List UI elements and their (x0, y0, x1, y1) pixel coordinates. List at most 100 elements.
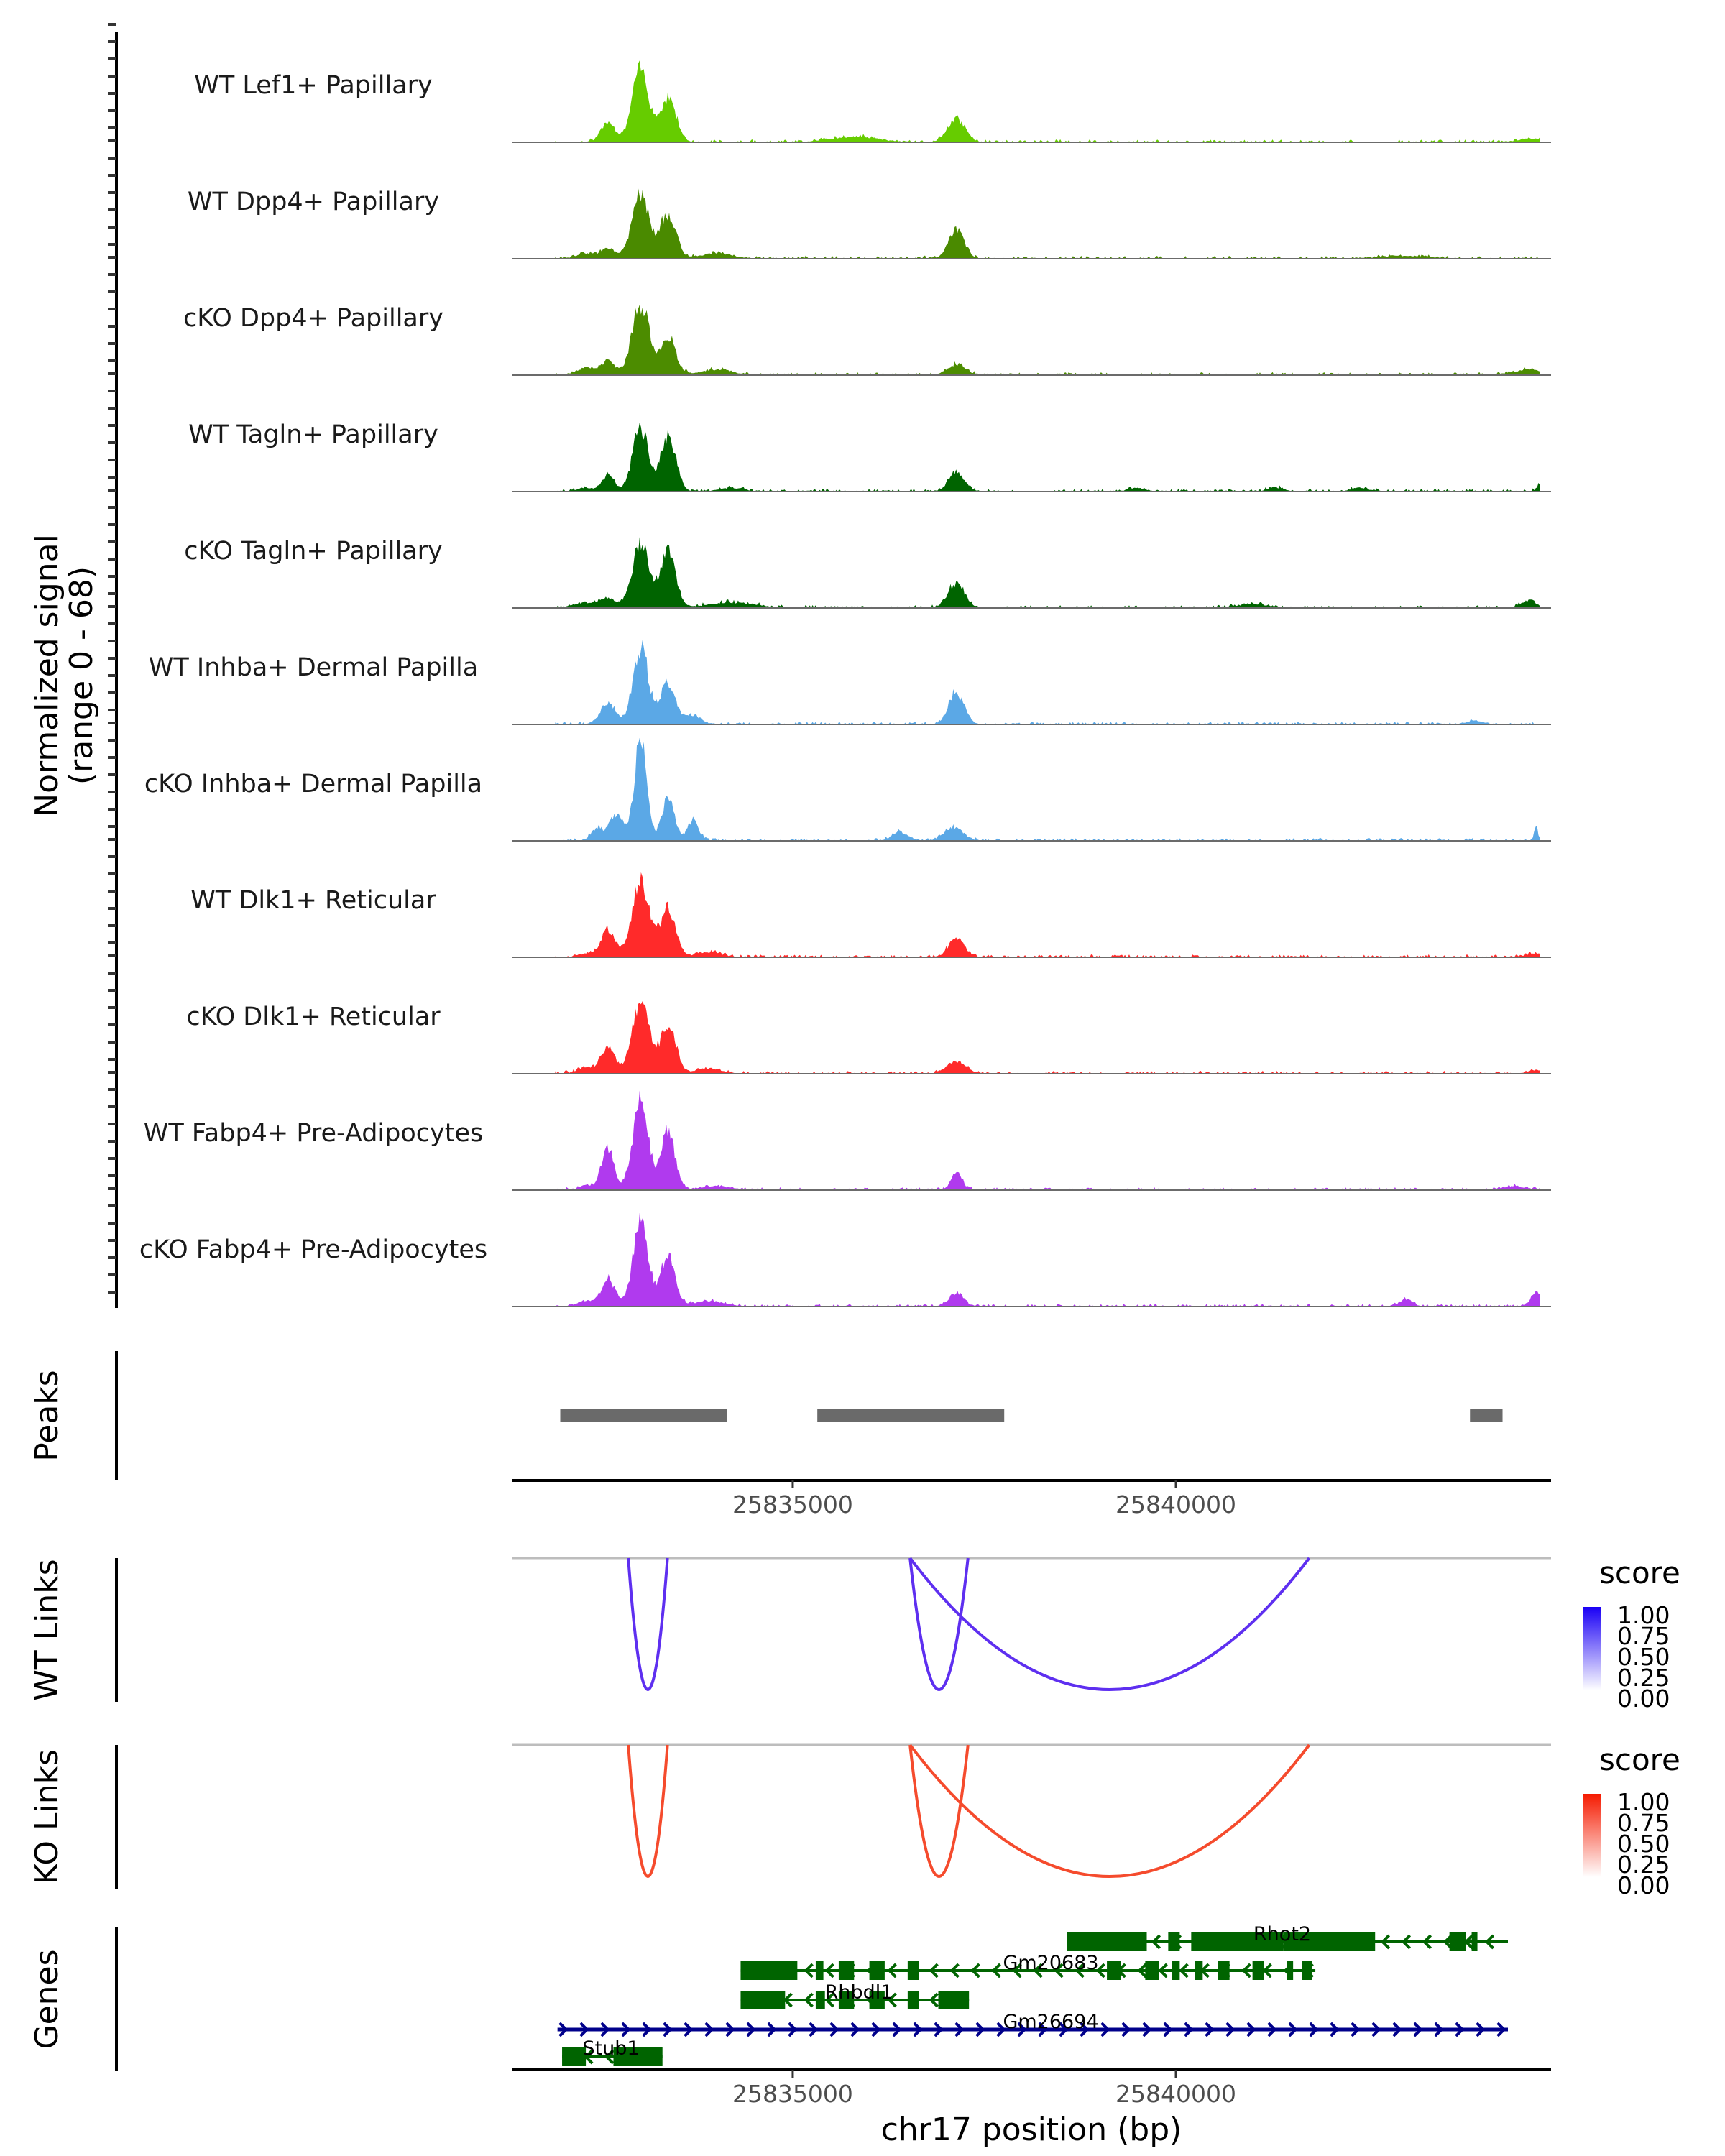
strand-arrow (600, 2022, 610, 2037)
peak-intervals (560, 1409, 1503, 1422)
peak-interval (1470, 1409, 1503, 1422)
legend-colorbar (1583, 1607, 1601, 1690)
strand-arrow (824, 1963, 834, 1978)
strand-arrow (1137, 1963, 1147, 1978)
coverage-area (555, 188, 1540, 259)
coverage-area (555, 537, 1540, 608)
coverage-track-label: WT Dpp4+ Papillary (188, 188, 439, 216)
strand-arrow (1033, 1963, 1043, 1978)
strand-arrow (684, 2022, 694, 2037)
strand-arrow (1309, 2022, 1319, 2037)
strand-arrow (1262, 1963, 1272, 1978)
link-arc (908, 1557, 1311, 1691)
gene-exon (1067, 1932, 1147, 1951)
strand-arrow (604, 2049, 615, 2065)
strand-arrow (892, 2022, 902, 2037)
strand-arrow (829, 2022, 840, 2037)
strand-arrow (809, 2022, 819, 2037)
gene-exon (1252, 1961, 1264, 1980)
gene-exon (869, 1991, 885, 2009)
strand-arrow (1225, 2022, 1236, 2037)
strand-arrow (929, 1963, 939, 1978)
strand-arrow (1484, 1934, 1495, 1950)
strand-arrow (1241, 1963, 1251, 1978)
strand-arrow (1463, 1934, 1474, 1950)
coverage-panel: Normalized signal (range 0 - 68) WT Lef1… (29, 23, 1551, 1308)
strand-arrow (1455, 2022, 1465, 2037)
strand-arrow (850, 2022, 860, 2037)
gene-model: Gm26694 (557, 2011, 1508, 2037)
strand-arrow (1012, 1963, 1022, 1978)
gene-model: Rhot2 (1067, 1923, 1508, 1951)
strand-arrow (804, 1963, 814, 1978)
strand-arrow (1205, 2022, 1215, 2037)
strand-arrow (929, 1992, 939, 2008)
gene-models: Rhot2 Gm20683 Rhbdl1 Gm26694 Stub1 (557, 1923, 1508, 2066)
score-legend: score 1.000.750.500.250.00 (1583, 1742, 1680, 1899)
strand-arrow (1121, 2022, 1131, 2037)
gene-exon (1449, 1932, 1466, 1951)
strand-arrow (1371, 2022, 1381, 2037)
strand-arrow (949, 1963, 960, 1978)
gene-label: Rhot2 (1254, 1923, 1311, 1945)
gene-exon (815, 1991, 825, 2009)
link-arc (908, 1743, 1311, 1878)
gene-exon (1471, 1932, 1478, 1951)
coverage-area (555, 737, 1540, 841)
strand-arrow (1163, 2022, 1173, 2037)
genes-x-tick-label: 25840000 (1116, 2080, 1236, 2108)
strand-arrow (913, 2022, 923, 2037)
strand-arrow (725, 2022, 735, 2037)
link-arc (908, 1744, 970, 1878)
coverage-track-label: cKO Inhba+ Dermal Papilla (144, 770, 482, 798)
coverage-y-title-line1: Normalized signal (29, 534, 65, 817)
strand-arrow (1380, 1934, 1391, 1950)
genes-panel: Genes Rhot2 Gm20683 Rhbdl1 Gm26694 Stub1 258… (29, 1923, 1551, 2148)
legend-tick-label: 0.75 (1617, 1622, 1670, 1650)
coverage-track-label: cKO Dlk1+ Reticular (186, 1003, 441, 1031)
strand-arrow (991, 1963, 1001, 1978)
legend-title: score (1599, 1742, 1680, 1777)
coverage-track-label: WT Fabp4+ Pre-Adipocytes (144, 1119, 483, 1148)
coverage-area (555, 872, 1540, 957)
gene-exon (1283, 1932, 1376, 1951)
strand-arrow (1017, 2022, 1027, 2037)
gene-exon (907, 1961, 919, 1980)
gene-exon (1195, 1961, 1203, 1980)
peak-interval (817, 1409, 1005, 1422)
gene-label: Rhbdl1 (825, 1981, 893, 2004)
coverage-area (555, 423, 1540, 492)
strand-arrow (954, 2022, 965, 2037)
gene-exon (1302, 1961, 1312, 1980)
gene-exon (1145, 1961, 1159, 1980)
coverage-track: cKO Tagln+ Papillary (184, 537, 1551, 609)
strand-arrow (1080, 2022, 1090, 2037)
genes-x-ticks: 25835000 25840000 (732, 2070, 1236, 2108)
gene-exon (1191, 1932, 1284, 1951)
coverage-y-ticks (108, 23, 116, 1294)
legend-tick-label: 0.25 (1617, 1851, 1670, 1879)
coverage-track-label: cKO Dpp4+ Papillary (183, 304, 443, 333)
gene-exon (740, 1961, 798, 1980)
gene-model: Stub1 (562, 2037, 663, 2066)
gene-exon (869, 1961, 885, 1980)
strand-arrow (975, 2022, 985, 2037)
strand-arrow (1413, 2022, 1423, 2037)
strand-arrow (1246, 2022, 1256, 2037)
gene-label: Gm26694 (1003, 2011, 1098, 2033)
strand-arrow (788, 2022, 798, 2037)
legend-tick-label: 0.50 (1617, 1830, 1670, 1858)
gene-exon (1168, 1932, 1180, 1951)
coverage-track: cKO Inhba+ Dermal Papilla (144, 737, 1551, 842)
legend-tick-label: 0.75 (1617, 1809, 1670, 1837)
gene-exon (907, 1991, 919, 2009)
coverage-track-label: cKO Fabp4+ Pre-Adipocytes (139, 1235, 487, 1264)
strand-arrow (1401, 1934, 1412, 1950)
gene-exon (838, 1991, 855, 2009)
strand-arrow (1142, 2022, 1152, 2037)
gene-exon (562, 2047, 586, 2066)
links-track-label: WT Links (29, 1559, 65, 1700)
strand-arrow (1184, 2022, 1194, 2037)
legend-tick-label: 0.00 (1617, 1685, 1670, 1713)
coverage-area (555, 1212, 1540, 1307)
